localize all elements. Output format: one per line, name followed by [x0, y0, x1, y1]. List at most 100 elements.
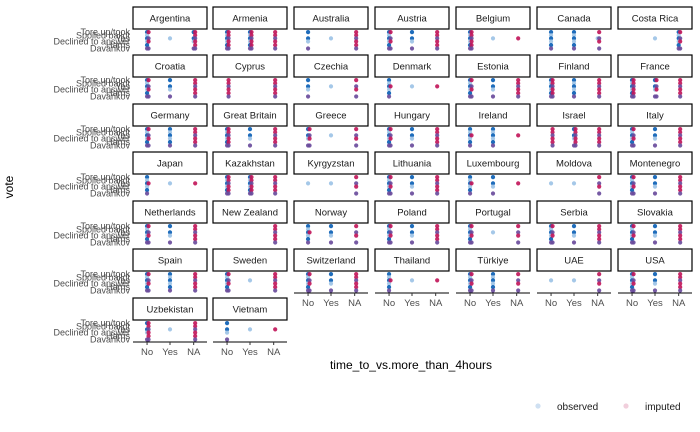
imputed-point	[516, 224, 521, 229]
imputed-point	[226, 133, 231, 138]
imputed-point	[388, 191, 393, 196]
imputed-point	[678, 240, 683, 245]
imputed-point	[550, 143, 555, 148]
imputed-point	[193, 136, 198, 141]
imputed-point	[273, 327, 278, 332]
observed-point	[409, 29, 415, 35]
imputed-point	[146, 181, 151, 186]
observed-point	[548, 278, 554, 283]
imputed-point	[678, 272, 683, 277]
imputed-point	[469, 272, 474, 277]
imputed-point	[273, 272, 278, 277]
y-tick-label: Spoiled ballot	[76, 127, 131, 137]
imputed-point	[193, 39, 198, 44]
observed-point	[386, 140, 392, 145]
y-tick-label: Tore up/took	[80, 27, 130, 37]
imputed-point	[388, 143, 393, 148]
imputed-point	[597, 240, 602, 245]
observed-point	[328, 240, 334, 245]
imputed-point	[193, 230, 198, 235]
imputed-point	[307, 272, 312, 277]
imputed-point	[226, 43, 231, 48]
imputed-point	[469, 84, 474, 89]
imputed-point	[597, 181, 602, 186]
observed-point	[386, 94, 392, 99]
imputed-point	[273, 227, 278, 232]
imputed-point	[678, 184, 683, 189]
imputed-point	[631, 224, 636, 229]
imputed-point	[550, 87, 555, 92]
observed-point	[144, 91, 150, 96]
observed-point	[490, 184, 496, 189]
imputed-point	[516, 84, 521, 89]
imputed-point	[354, 136, 359, 141]
imputed-point	[435, 181, 440, 186]
imputed-point	[678, 91, 683, 96]
observed-point	[144, 43, 150, 48]
observed-point	[305, 181, 311, 186]
imputed-point	[226, 191, 231, 196]
imputed-point	[678, 191, 683, 196]
observed-point	[144, 285, 150, 290]
imputed-point	[354, 78, 359, 83]
facet-label: Switzerland	[306, 256, 355, 267]
observed-point	[409, 46, 415, 51]
imputed-point	[597, 191, 602, 196]
imputed-point	[678, 87, 683, 92]
y-tick-label: Harris	[106, 88, 130, 98]
facet-label: Israel	[562, 111, 585, 122]
observed-point	[328, 272, 334, 277]
imputed-point	[388, 84, 393, 89]
facet-strip	[374, 200, 450, 224]
facet-label: Thailand	[394, 256, 430, 267]
imputed-point	[249, 178, 254, 183]
imputed-point	[597, 278, 602, 283]
imputed-point	[193, 275, 198, 280]
observed-point	[571, 230, 577, 235]
y-tick-label: Harris	[106, 331, 130, 341]
imputed-point	[354, 281, 359, 286]
imputed-point	[388, 39, 393, 44]
imputed-point	[388, 46, 393, 51]
observed-point	[167, 133, 173, 138]
facet-panel: Kyrgyzstan	[293, 151, 369, 196]
imputed-point	[597, 175, 602, 180]
imputed-point	[146, 278, 151, 283]
x-tick-label: Yes	[404, 298, 420, 309]
imputed-point	[678, 84, 683, 89]
imputed-point	[146, 78, 151, 83]
imputed-point	[273, 240, 278, 245]
y-tick-label: Yes	[115, 227, 130, 237]
facet-panel: Türkiye No Yes NA	[455, 248, 531, 309]
imputed-point	[193, 224, 198, 229]
imputed-point	[435, 36, 440, 41]
facet-panel: Thailand No Yes NA	[374, 248, 450, 309]
imputed-point	[249, 36, 254, 41]
imputed-point	[226, 91, 231, 96]
imputed-point	[354, 191, 359, 196]
observed-point	[328, 224, 334, 229]
facet-label: Argentina	[150, 14, 191, 25]
facet-panel: Montenegro	[617, 151, 693, 196]
observed-point	[652, 136, 658, 141]
imputed-point	[516, 94, 521, 99]
observed-point	[467, 175, 473, 180]
facet-panel: Israel	[536, 103, 612, 148]
imputed-point	[631, 288, 636, 293]
facet-label: Serbia	[560, 208, 588, 219]
observed-point	[490, 281, 496, 286]
observed-point	[490, 278, 496, 283]
observed-point	[490, 230, 496, 235]
observed-point	[167, 288, 173, 293]
observed-point	[167, 127, 173, 132]
facet-strip	[293, 151, 369, 175]
imputed-point	[469, 233, 474, 238]
imputed-point	[469, 46, 474, 51]
observed-point	[247, 327, 253, 332]
facet-label: Japan	[157, 159, 183, 170]
observed-point	[467, 127, 473, 132]
imputed-point	[597, 84, 602, 89]
